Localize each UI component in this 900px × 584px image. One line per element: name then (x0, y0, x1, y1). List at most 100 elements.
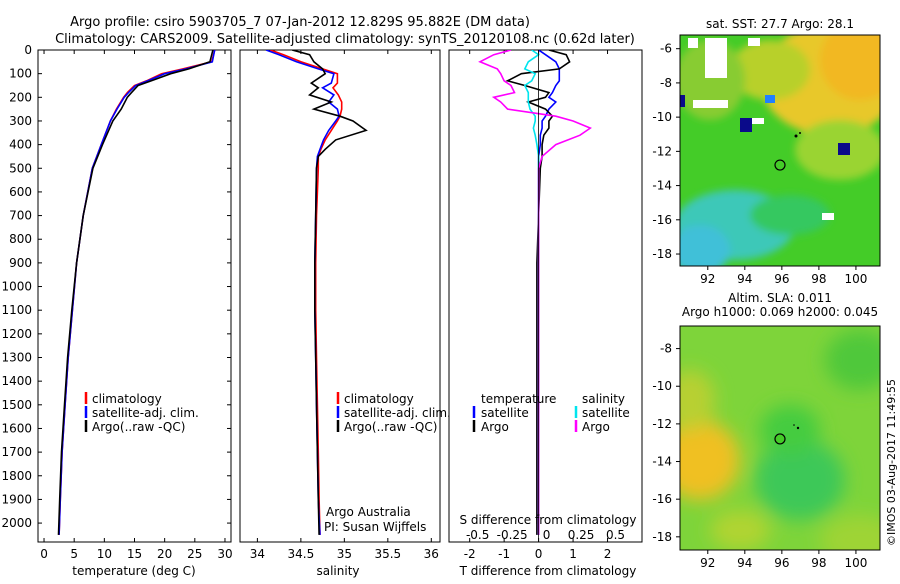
y-tick-label: 1200 (1, 327, 32, 341)
x-tick-label: 5 (70, 547, 78, 561)
x-tick-label: 10 (97, 547, 112, 561)
y-tick-label: 800 (9, 232, 32, 246)
y-tick-label: 600 (9, 185, 32, 199)
lat-tick-label: -8 (660, 76, 672, 90)
salinity-axes-box (239, 49, 441, 543)
legend-label-sal-satellite: satellite (582, 406, 630, 420)
x-tick-label: 34 (250, 547, 265, 561)
lon-tick-label: 100 (844, 272, 867, 286)
pi-text: PI: Susan Wijffels (324, 520, 426, 534)
x-tick-label: 1 (569, 547, 577, 561)
lon-tick-label: 92 (700, 556, 715, 570)
y-tick-label: 200 (9, 90, 32, 104)
y-tick-label: 1900 (1, 492, 32, 506)
y-tick-label: 0 (24, 43, 32, 57)
salinity-xlabel: salinity (316, 564, 359, 578)
sla-lat-axis: -8 -10 -12 -14 -16 -18 (652, 342, 680, 544)
legend-title-temperature: temperature (481, 392, 556, 406)
lat-tick-label: -14 (652, 455, 672, 469)
x-tick-label: 35.5 (374, 547, 401, 561)
profile-line-argo-raw-qc- (57, 50, 214, 535)
top-tick-label: -0.5 (466, 528, 489, 542)
difference-profiles (478, 50, 592, 542)
difference-panel: -2 -1 0 1 2 -0.5 -0.25 0 0.25 0.5 temperature sa… (448, 49, 643, 578)
y-tick-label: 400 (9, 138, 32, 152)
lon-tick-label: 94 (737, 272, 752, 286)
lon-tick-label: 100 (844, 556, 867, 570)
lat-tick-label: -12 (652, 417, 672, 431)
lat-tick-label: -18 (652, 530, 672, 544)
salinity-panel: 34 34.5 35 35.5 36 climatology satellite-adj… (239, 49, 451, 578)
salinity-profiles (265, 50, 368, 535)
x-tick-label: 35 (337, 547, 352, 561)
lon-tick-label: 98 (811, 272, 826, 286)
lat-tick-label: -12 (652, 144, 672, 158)
temperature-panel: 0100200300400500600700800900100011001200… (1, 43, 642, 578)
legend-label-satellite: satellite-adj. clim. (344, 406, 451, 420)
figure-title-line2: Climatology: CARS2009. Satellite-adjuste… (55, 32, 635, 47)
sst-lat-axis: -6 -8 -10 -12 -14 -16 -18 (652, 42, 680, 261)
legend-label-satellite: satellite-adj. clim. (92, 406, 199, 420)
lon-tick-label: 96 (774, 272, 789, 286)
legend-label-argo: Argo(..raw -QC) (92, 420, 185, 434)
top-tick-label: 0 (543, 528, 551, 542)
y-tick-label: 500 (9, 161, 32, 175)
lat-tick-label: -6 (660, 42, 672, 56)
legend-label-sal-argo: Argo (582, 420, 610, 434)
sla-lon-axis: 92 94 96 98 100 (700, 550, 867, 570)
y-tick-label: 700 (9, 209, 32, 223)
salinity-legend: climatology satellite-adj. clim. Argo(..… (336, 392, 451, 434)
x-tick-label: 20 (157, 547, 172, 561)
x-tick-label: 25 (187, 547, 202, 561)
legend-label-climatology: climatology (344, 392, 414, 406)
x-tick-label: -2 (464, 547, 476, 561)
y-tick-label: 1400 (1, 374, 32, 388)
lon-tick-label: 94 (737, 556, 752, 570)
legend-label-argo: Argo(..raw -QC) (344, 420, 437, 434)
y-tick-label: 900 (9, 256, 32, 270)
s-difference-x-axis: -0.5 -0.25 0 0.25 0.5 (466, 528, 625, 542)
lat-tick-label: -16 (652, 492, 672, 506)
sla-map-title: Altim. SLA: 0.011 (728, 291, 832, 305)
t-difference-xlabel: T difference from climatology (459, 564, 637, 578)
sla-map-subtitle: Argo h1000: 0.069 h2000: 0.045 (682, 305, 878, 319)
legend-label-temp-satellite: satellite (481, 406, 529, 420)
figure-title-line1: Argo profile: csiro 5903705_7 07-Jan-201… (70, 15, 530, 30)
y-tick-label: 1700 (1, 445, 32, 459)
y-tick-label: 1300 (1, 351, 32, 365)
x-tick-label: 2 (604, 547, 612, 561)
watermark: ©IMOS 03-Aug-2017 11:49:55 (885, 379, 898, 546)
salinity-x-axis: 34 34.5 35 35.5 36 (250, 50, 439, 561)
temperature-x-axis: 0 5 10 15 20 25 30 (40, 50, 233, 561)
legend-title-salinity: salinity (582, 392, 625, 406)
y-tick-label: 100 (9, 67, 32, 81)
top-tick-label: 0.25 (568, 528, 595, 542)
lat-tick-label: -10 (652, 110, 672, 124)
profile-line-temp-argo (505, 50, 571, 535)
temperature-legend: climatology satellite-adj. clim. Argo(..… (84, 392, 199, 434)
difference-axes-box (448, 49, 643, 543)
lat-tick-label: -8 (660, 342, 672, 356)
x-tick-label: 34.5 (288, 547, 315, 561)
y-tick-label: 1600 (1, 421, 32, 435)
lon-tick-label: 96 (774, 556, 789, 570)
y-tick-label: 300 (9, 114, 32, 128)
sla-map-frame (679, 325, 881, 551)
lat-tick-label: -10 (652, 379, 672, 393)
credit-text: Argo Australia (326, 505, 411, 519)
argo-float-marker (774, 433, 786, 445)
x-tick-label: 0 (535, 547, 543, 561)
sst-map-image (680, 35, 880, 266)
sst-lon-axis: 92 94 96 98 100 (700, 266, 867, 286)
temperature-profiles (57, 50, 216, 535)
lon-tick-label: 98 (811, 556, 826, 570)
x-tick-label: 30 (217, 547, 232, 561)
sla-map-panel: Altim. SLA: 0.011 Argo h1000: 0.069 h200… (652, 291, 881, 570)
sst-map-title: sat. SST: 27.7 Argo: 28.1 (706, 17, 854, 31)
lon-tick-label: 92 (700, 272, 715, 286)
sst-map-frame (679, 34, 881, 267)
top-tick-label: 0.5 (606, 528, 625, 542)
y-tick-label: 1800 (1, 469, 32, 483)
y-tick-label: 2000 (1, 516, 32, 530)
